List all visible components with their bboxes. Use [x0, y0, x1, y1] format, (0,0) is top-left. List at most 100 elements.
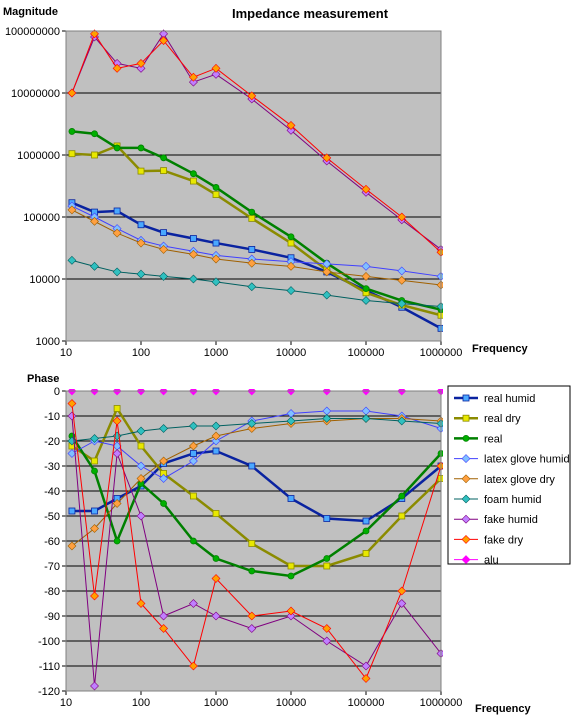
phase-plot: 0 -10 -20 -30 -40 -50 -60 -70 -80 -90 -100 -110 -120… — [38, 386, 462, 709]
x-tick-label: 100000 — [348, 697, 385, 709]
point-foam-humid — [322, 414, 332, 423]
point-fake-dry — [136, 599, 146, 608]
point-latex-glove-humid — [188, 456, 198, 466]
y-tick-label: 10000 — [29, 274, 60, 286]
phase-x-label: Frequency — [475, 703, 532, 715]
legend-marker-fake-dry — [461, 534, 471, 544]
plot-border — [65, 30, 442, 342]
point-fake-humid — [136, 511, 146, 521]
legend-marker-fake-humid — [461, 514, 471, 524]
y-tick-label: 100000 — [23, 212, 60, 224]
y-tick-label: -60 — [44, 536, 60, 548]
point-latex-glove-dry — [247, 424, 257, 433]
point-fake-dry — [286, 120, 296, 130]
point-foam-humid — [136, 269, 146, 279]
legend-label-fake-humid: fake humid — [484, 514, 538, 526]
point-real-dry — [137, 167, 145, 175]
y-tick-label: -20 — [44, 436, 60, 448]
point-latex-glove-dry — [211, 254, 221, 264]
point-real-humid — [91, 507, 98, 515]
point-fake-dry — [361, 674, 371, 683]
point-fake-dry — [90, 29, 99, 39]
point-fake-dry — [397, 212, 407, 222]
y-tick-label: 100000000 — [5, 26, 60, 38]
point-real-dry — [91, 151, 98, 159]
point-latex-glove-humid — [136, 461, 146, 471]
point-real — [212, 184, 220, 191]
point-fake-dry — [159, 624, 169, 633]
point-latex-glove-dry — [136, 474, 146, 483]
point-latex-glove-dry — [159, 456, 169, 466]
legend-label-foam-humid: foam humid — [484, 494, 541, 506]
x-tick-label: 1000 — [204, 697, 228, 709]
y-tick-label: 1000 — [36, 336, 60, 348]
point-real — [362, 527, 370, 535]
point-real — [212, 555, 220, 562]
point-real-dry — [68, 150, 76, 158]
point-foam-humid — [361, 414, 371, 423]
x-tick-label: 10000 — [276, 697, 307, 709]
point-fake-humid — [90, 681, 99, 691]
point-latex-glove-dry — [188, 249, 198, 259]
point-real — [323, 555, 331, 562]
point-fake-humid — [361, 661, 371, 671]
y-tick-label: -100 — [38, 636, 60, 648]
point-real — [160, 154, 167, 162]
point-latex-glove-dry — [286, 261, 296, 271]
legend-label-real-dry: real dry — [484, 413, 521, 425]
point-real-dry — [160, 167, 167, 175]
point-fake-humid — [112, 449, 122, 458]
point-real-dry — [212, 191, 220, 198]
point-fake-dry — [112, 416, 122, 426]
point-real-humid — [248, 246, 256, 253]
point-fake-humid — [211, 69, 221, 79]
point-latex-glove-dry — [90, 216, 99, 226]
point-latex-glove-dry — [136, 238, 146, 248]
point-fake-dry — [159, 36, 169, 46]
point-real-dry — [113, 405, 121, 412]
point-fake-dry — [361, 184, 371, 194]
legend-label-latex-glove-humid: latex glove humid — [484, 454, 570, 466]
point-latex-glove-dry — [112, 499, 122, 508]
y-tick-label: 1000000 — [17, 150, 60, 162]
point-real — [68, 128, 76, 135]
y-tick-label: -90 — [44, 611, 60, 623]
point-real — [113, 537, 121, 545]
x-tick-label: 100000 — [348, 347, 385, 359]
legend-marker-latex-glove-dry — [461, 474, 471, 484]
point-latex-glove-dry — [67, 205, 77, 215]
point-fake-dry — [322, 153, 332, 163]
x-tick-label: 1000 — [204, 347, 228, 359]
y-tick-label: -80 — [44, 586, 60, 598]
point-latex-glove-humid — [211, 436, 221, 446]
point-foam-humid — [286, 286, 296, 296]
point-fake-humid — [397, 599, 407, 608]
point-real-dry — [190, 492, 197, 500]
point-fake-dry — [188, 661, 198, 671]
point-fake-dry — [188, 72, 198, 82]
y-tick-label: -70 — [44, 561, 60, 573]
point-real-humid — [287, 495, 295, 502]
point-real — [113, 144, 121, 152]
y-tick-label: -10 — [44, 411, 60, 423]
point-latex-glove-dry — [159, 244, 169, 254]
point-fake-humid — [188, 599, 198, 608]
point-foam-humid — [67, 255, 77, 265]
point-real-dry — [362, 550, 370, 557]
point-fake-humid — [247, 624, 257, 633]
legend-label-real: real — [484, 433, 502, 445]
legend-marker-alu — [461, 555, 471, 565]
point-fake-dry — [247, 91, 257, 101]
x-tick-label: 10 — [60, 347, 72, 359]
x-tick-label: 10000 — [276, 347, 307, 359]
point-foam-humid — [136, 426, 146, 436]
point-real — [248, 208, 256, 216]
legend-marker-latex-glove-humid — [461, 454, 471, 464]
legend-label-real-humid: real humid — [484, 393, 535, 405]
y-tick-label: -110 — [39, 661, 60, 673]
point-fake-humid — [322, 636, 332, 646]
point-latex-glove-dry — [361, 272, 371, 281]
point-latex-glove-dry — [322, 267, 332, 277]
x-tick-label: 1000000 — [420, 347, 463, 359]
